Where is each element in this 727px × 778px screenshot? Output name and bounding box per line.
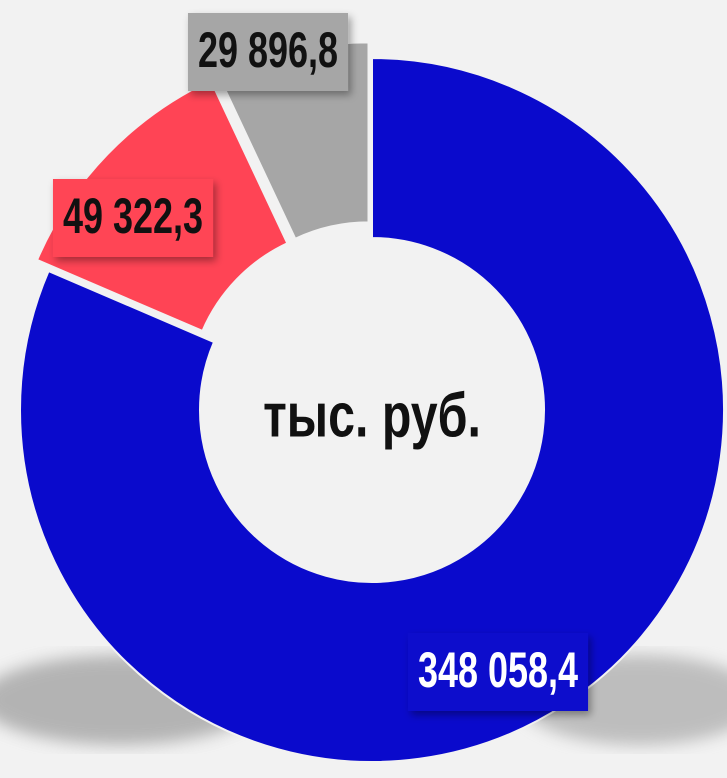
value-label: 348 058,4	[407, 633, 589, 711]
value-label-text: 49 322,3	[63, 190, 203, 245]
value-label-box	[407, 633, 589, 711]
value-label-text: 348 058,4	[418, 644, 578, 699]
slice	[19, 56, 725, 763]
value-label-text: 29 896,8	[198, 24, 338, 79]
center-label: тыс. руб.	[263, 381, 481, 450]
value-label-box	[52, 179, 214, 257]
labels: 348 058,4 49 322,3 29 896,8	[52, 13, 589, 711]
value-label: 49 322,3	[52, 179, 214, 257]
value-label-box	[187, 13, 349, 91]
value-label: 29 896,8	[187, 13, 349, 91]
